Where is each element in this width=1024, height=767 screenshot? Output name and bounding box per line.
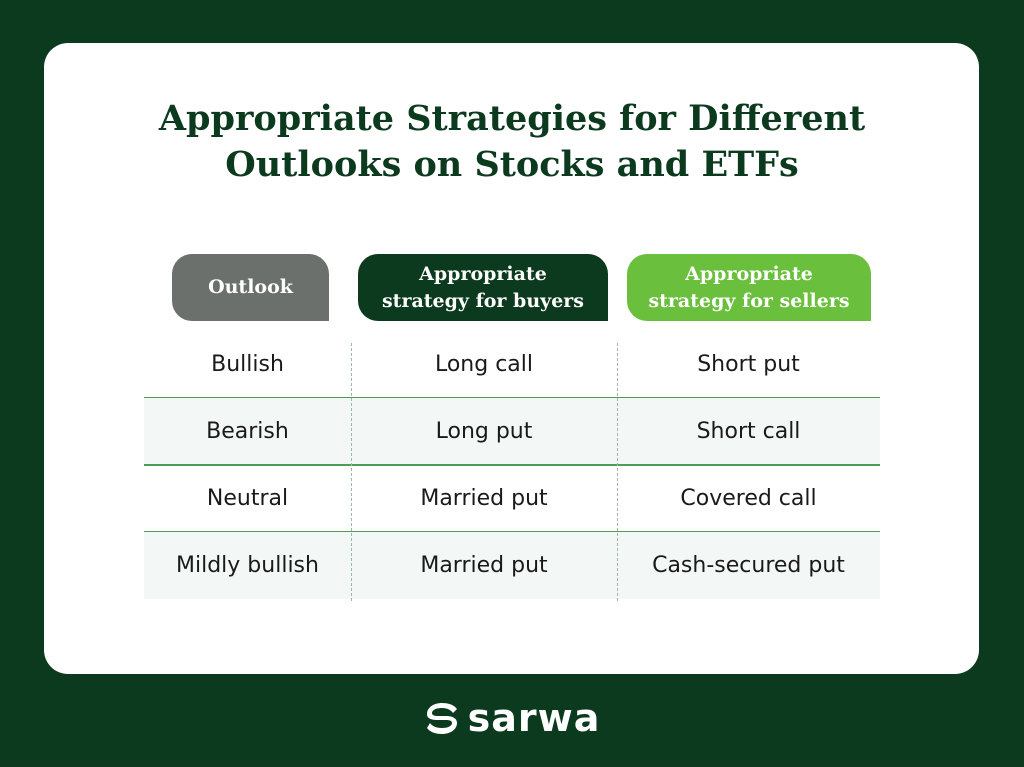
column-divider: [351, 343, 352, 601]
header-buyers-line-1: Appropriate: [419, 262, 547, 285]
header-sellers-line-1: Appropriate: [685, 262, 813, 285]
cell-sellers: Cash-secured put: [652, 553, 845, 578]
title-line-2: Outlooks on Stocks and ETFs: [225, 144, 799, 185]
row-separator: [144, 464, 880, 466]
cell-outlook: Mildly bullish: [176, 553, 319, 578]
header-outlook-label: Outlook: [208, 276, 293, 298]
cell-buyers: Married put: [420, 553, 548, 578]
brand-logo: sarwa: [0, 696, 1024, 740]
page-title: Appropriate Strategies for Different Out…: [0, 96, 1024, 188]
table-row: Neutral Married put Covered call: [144, 465, 880, 533]
sarwa-logo-icon: [426, 703, 457, 734]
cell-sellers: Short call: [696, 419, 801, 444]
table-row: Bearish Long put Short call: [144, 398, 880, 466]
cell-buyers: Long call: [434, 352, 534, 377]
strategy-table: Bullish Long call Short put Bearish Long…: [144, 331, 880, 599]
header-buyers-line-2: strategy for buyers: [381, 289, 584, 312]
header-outlook: Outlook: [172, 254, 329, 321]
logo-text: sarwa: [467, 696, 601, 740]
column-divider: [617, 343, 618, 601]
cell-buyers: Long put: [435, 419, 533, 444]
header-sellers-line-2: strategy for sellers: [648, 289, 850, 312]
cell-sellers: Short put: [697, 352, 800, 377]
header-sellers: Appropriate strategy for sellers: [627, 254, 871, 321]
table-row: Bullish Long call Short put: [144, 331, 880, 399]
title-line-1: Appropriate Strategies for Different: [158, 98, 866, 139]
cell-buyers: Married put: [420, 486, 548, 511]
cell-outlook: Neutral: [206, 486, 289, 511]
cell-outlook: Bearish: [206, 419, 289, 444]
header-buyers: Appropriate strategy for buyers: [358, 254, 608, 321]
cell-sellers: Covered call: [680, 486, 817, 511]
table-row: Mildly bullish Married put Cash-secured …: [144, 532, 880, 599]
cell-outlook: Bullish: [211, 352, 284, 377]
